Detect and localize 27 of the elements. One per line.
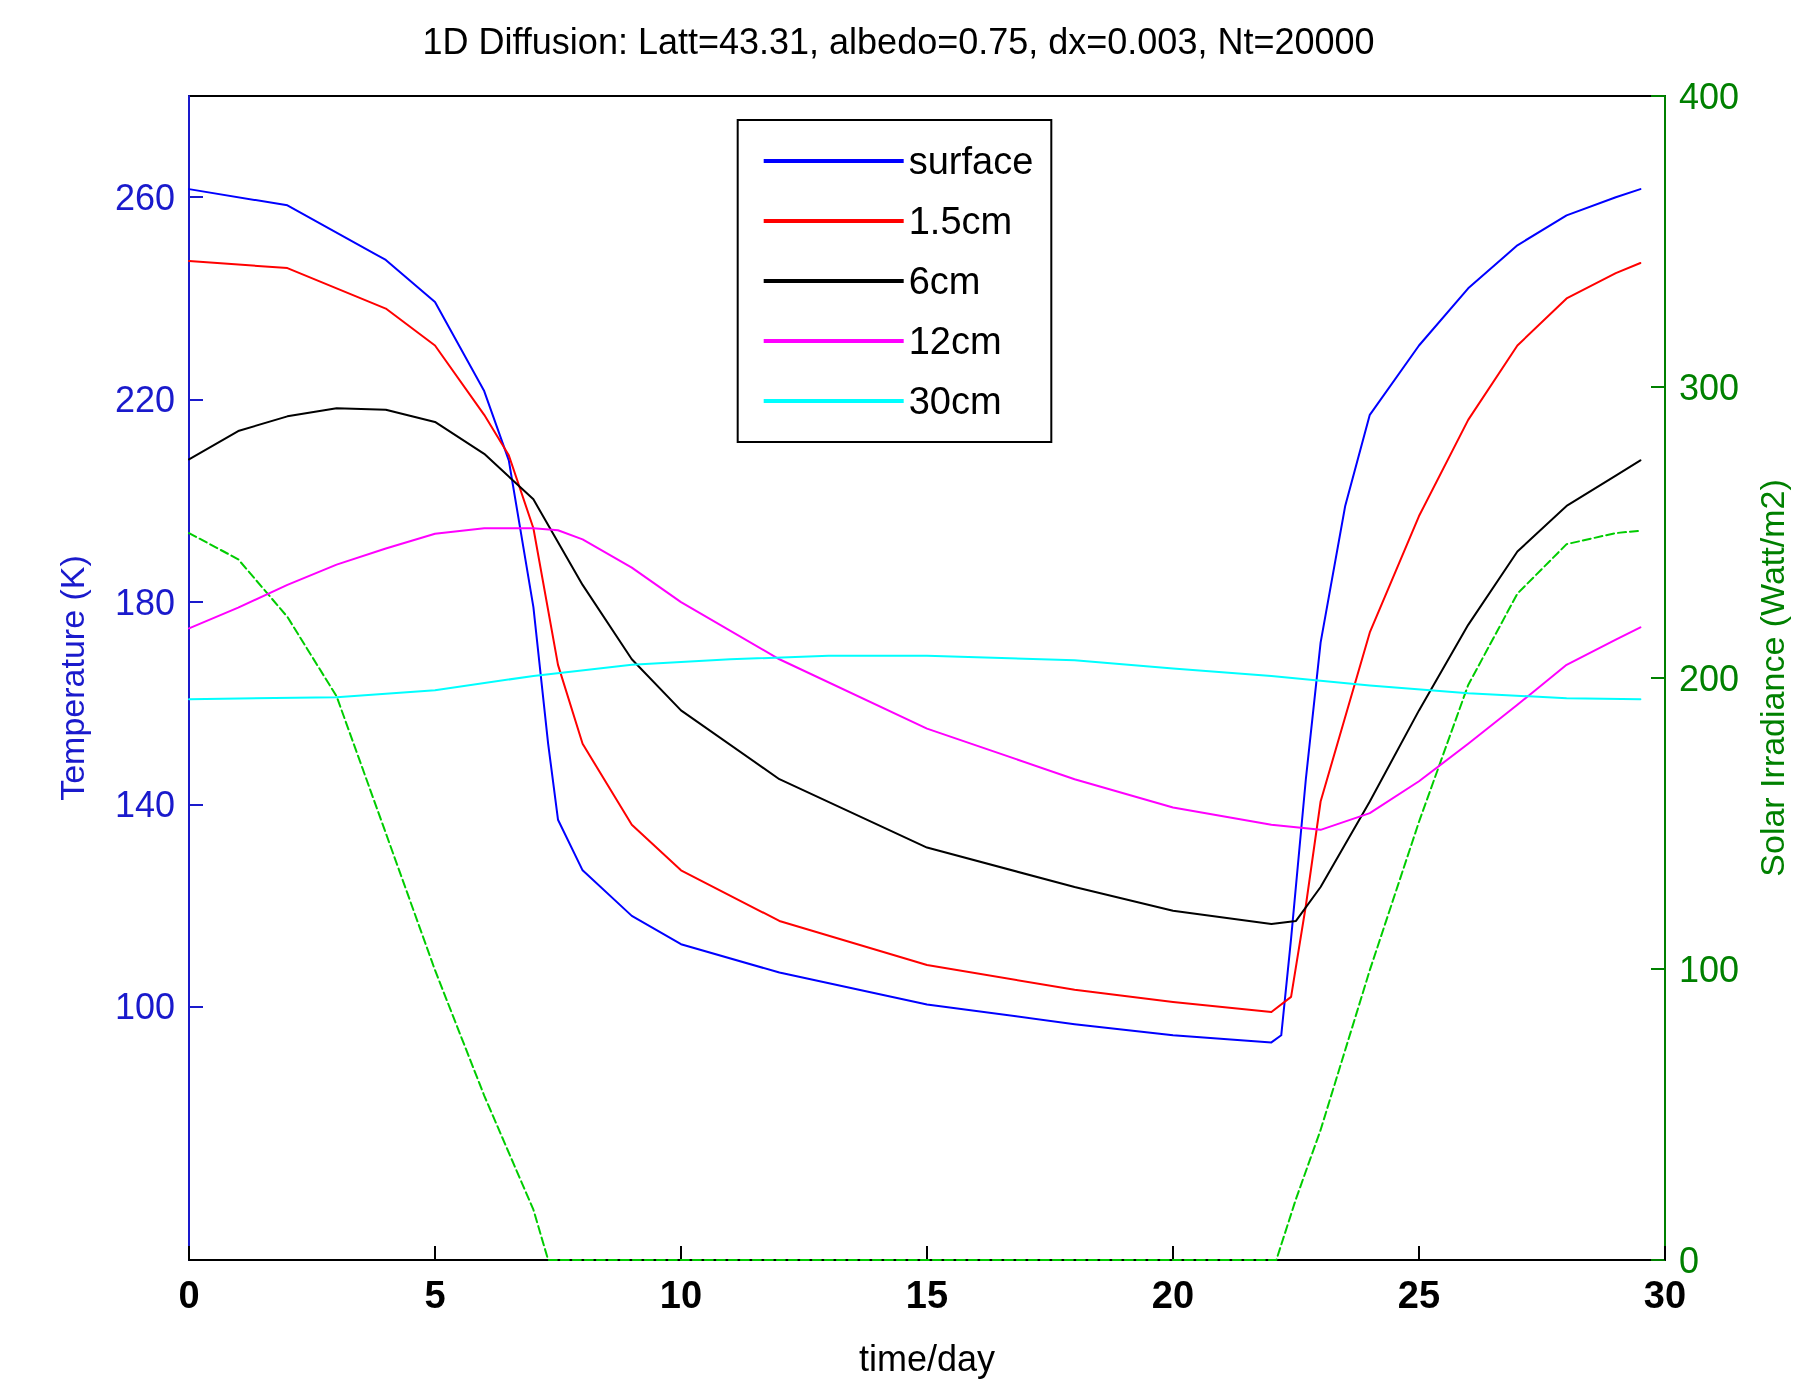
x-tick-label: 0 [178,1274,200,1316]
x-axis-title: time/day [858,1337,996,1379]
legend-label: 12cm [908,320,1002,362]
y2-tick-label: 100 [1679,948,1740,990]
x-tick-label: 25 [1397,1274,1441,1316]
x-tick-label: 5 [424,1274,446,1316]
x-tick-label: 20 [1151,1274,1195,1316]
x-tick-label: 10 [659,1274,703,1316]
y-tick-label: 220 [114,379,175,421]
legend-label: surface [908,140,1034,182]
legend-label: 6cm [908,260,981,302]
y2-axis-title: Solar Irradiance (Watt/m2) [1753,479,1791,877]
y2-tick-label: 300 [1679,366,1740,408]
line-series [188,654,1642,701]
legend-label: 30cm [908,380,1002,422]
y-tick-label: 100 [114,986,175,1028]
y-tick-label: 260 [114,176,175,218]
line-series [188,527,1642,831]
y-axis-title: Temperature (K) [53,555,91,801]
legend-label: 1.5cm [908,200,1013,242]
y-tick-label: 180 [114,581,175,623]
y-tick-label: 140 [114,784,175,826]
x-tick-label: 15 [905,1274,949,1316]
chart-title: 1D Diffusion: Latt=43.31, albedo=0.75, dx=0.003, Nt=20000 [422,20,1375,62]
line-series [188,529,1642,1261]
y2-tick-label: 200 [1679,657,1740,699]
y2-tick-label: 400 [1679,75,1740,117]
